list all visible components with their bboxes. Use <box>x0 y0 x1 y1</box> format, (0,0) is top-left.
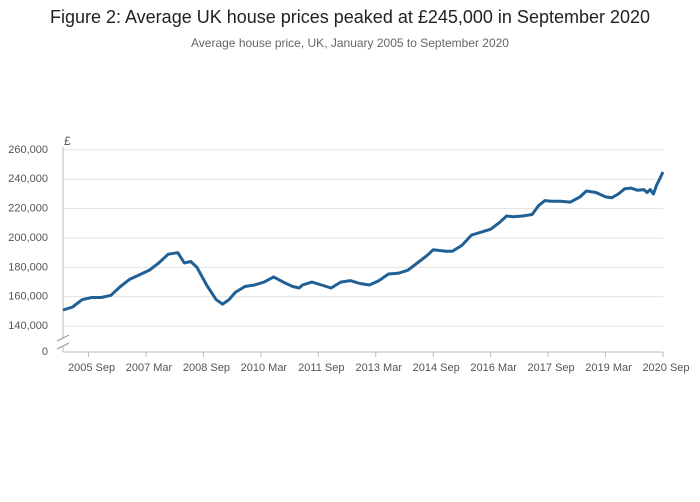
y-tick-label: 220,000 <box>8 203 48 215</box>
price-line <box>62 171 665 312</box>
x-tick-label: 2017 Sep <box>528 362 575 374</box>
x-tick-label: 2014 Sep <box>413 362 460 374</box>
x-tick-label: 2013 Mar <box>356 362 403 374</box>
x-tick-label: 2008 Sep <box>183 362 230 374</box>
y-tick-label: 140,000 <box>8 320 48 332</box>
x-tick-label: 2016 Mar <box>470 362 517 374</box>
x-tick-label: 2020 Sep <box>642 362 689 374</box>
chart-title: Figure 2: Average UK house prices peaked… <box>50 7 650 27</box>
chart-subtitle: Average house price, UK, January 2005 to… <box>191 36 509 50</box>
y-tick-label: 0 <box>42 346 48 358</box>
x-tick-label: 2007 Mar <box>126 362 173 374</box>
y-tick-label: 180,000 <box>8 261 48 273</box>
y-unit: £ <box>64 134 71 148</box>
y-tick-label: 160,000 <box>8 291 48 303</box>
axis-break <box>56 334 70 350</box>
x-tick-label: 2011 Sep <box>298 362 344 374</box>
x-tick-label: 2010 Mar <box>241 362 288 374</box>
y-tick-label: 260,000 <box>8 144 48 156</box>
y-tick-label: 240,000 <box>8 173 48 185</box>
x-tick-label: 2019 Mar <box>585 362 632 374</box>
x-tick-label: 2005 Sep <box>68 362 115 374</box>
y-tick-label: 200,000 <box>8 232 48 244</box>
